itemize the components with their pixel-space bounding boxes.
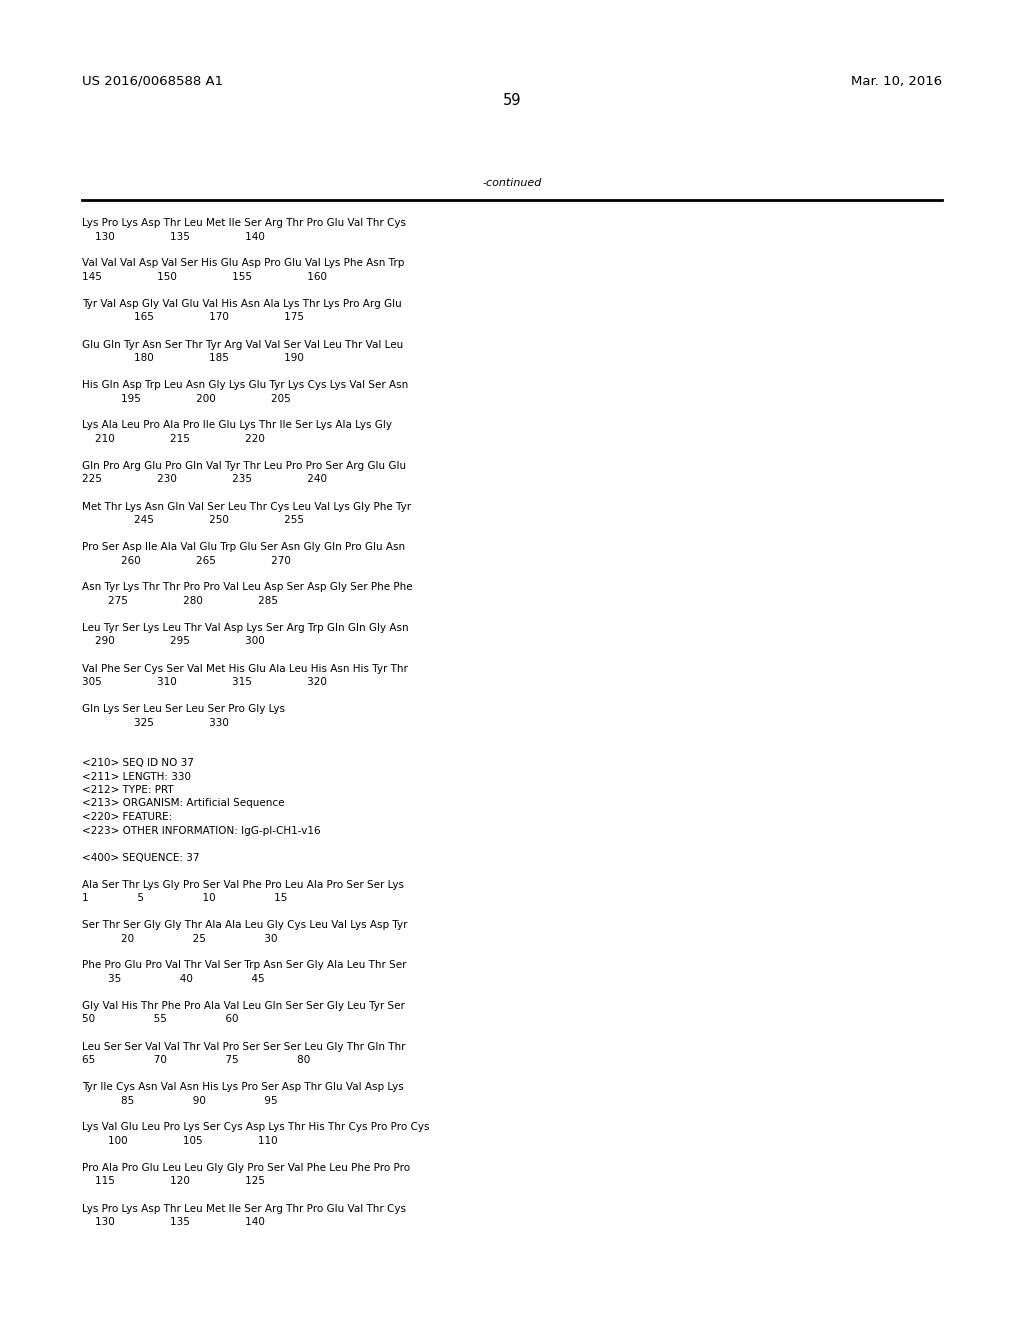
Text: Phe Pro Glu Pro Val Thr Val Ser Trp Asn Ser Gly Ala Leu Thr Ser: Phe Pro Glu Pro Val Thr Val Ser Trp Asn … (82, 961, 407, 970)
Text: 165                 170                 175: 165 170 175 (82, 313, 304, 322)
Text: 20                  25                  30: 20 25 30 (82, 933, 278, 944)
Text: <210> SEQ ID NO 37: <210> SEQ ID NO 37 (82, 758, 194, 768)
Text: 260                 265                 270: 260 265 270 (82, 556, 291, 565)
Text: Pro Ala Pro Glu Leu Leu Gly Gly Pro Ser Val Phe Leu Phe Pro Pro: Pro Ala Pro Glu Leu Leu Gly Gly Pro Ser … (82, 1163, 411, 1173)
Text: His Gln Asp Trp Leu Asn Gly Lys Glu Tyr Lys Cys Lys Val Ser Asn: His Gln Asp Trp Leu Asn Gly Lys Glu Tyr … (82, 380, 409, 389)
Text: 210                 215                 220: 210 215 220 (82, 434, 265, 444)
Text: Tyr Val Asp Gly Val Glu Val His Asn Ala Lys Thr Lys Pro Arg Glu: Tyr Val Asp Gly Val Glu Val His Asn Ala … (82, 300, 401, 309)
Text: 225                 230                 235                 240: 225 230 235 240 (82, 474, 327, 484)
Text: 115                 120                 125: 115 120 125 (82, 1176, 265, 1187)
Text: 50                  55                  60: 50 55 60 (82, 1015, 239, 1024)
Text: Asn Tyr Lys Thr Thr Pro Pro Val Leu Asp Ser Asp Gly Ser Phe Phe: Asn Tyr Lys Thr Thr Pro Pro Val Leu Asp … (82, 582, 413, 593)
Text: 305                 310                 315                 320: 305 310 315 320 (82, 677, 327, 686)
Text: <211> LENGTH: 330: <211> LENGTH: 330 (82, 771, 191, 781)
Text: Leu Tyr Ser Lys Leu Thr Val Asp Lys Ser Arg Trp Gln Gln Gly Asn: Leu Tyr Ser Lys Leu Thr Val Asp Lys Ser … (82, 623, 409, 634)
Text: 59: 59 (503, 92, 521, 108)
Text: Met Thr Lys Asn Gln Val Ser Leu Thr Cys Leu Val Lys Gly Phe Tyr: Met Thr Lys Asn Gln Val Ser Leu Thr Cys … (82, 502, 411, 511)
Text: 1               5                  10                  15: 1 5 10 15 (82, 894, 288, 903)
Text: Ala Ser Thr Lys Gly Pro Ser Val Phe Pro Leu Ala Pro Ser Ser Lys: Ala Ser Thr Lys Gly Pro Ser Val Phe Pro … (82, 879, 404, 890)
Text: US 2016/0068588 A1: US 2016/0068588 A1 (82, 75, 223, 88)
Text: <212> TYPE: PRT: <212> TYPE: PRT (82, 785, 174, 795)
Text: 245                 250                 255: 245 250 255 (82, 515, 304, 525)
Text: 290                 295                 300: 290 295 300 (82, 636, 265, 647)
Text: Pro Ser Asp Ile Ala Val Glu Trp Glu Ser Asn Gly Gln Pro Glu Asn: Pro Ser Asp Ile Ala Val Glu Trp Glu Ser … (82, 543, 406, 552)
Text: Gly Val His Thr Phe Pro Ala Val Leu Gln Ser Ser Gly Leu Tyr Ser: Gly Val His Thr Phe Pro Ala Val Leu Gln … (82, 1001, 404, 1011)
Text: Gln Pro Arg Glu Pro Gln Val Tyr Thr Leu Pro Pro Ser Arg Glu Glu: Gln Pro Arg Glu Pro Gln Val Tyr Thr Leu … (82, 461, 407, 471)
Text: 85                  90                  95: 85 90 95 (82, 1096, 278, 1106)
Text: Val Val Val Asp Val Ser His Glu Asp Pro Glu Val Lys Phe Asn Trp: Val Val Val Asp Val Ser His Glu Asp Pro … (82, 259, 404, 268)
Text: Lys Val Glu Leu Pro Lys Ser Cys Asp Lys Thr His Thr Cys Pro Pro Cys: Lys Val Glu Leu Pro Lys Ser Cys Asp Lys … (82, 1122, 429, 1133)
Text: Lys Pro Lys Asp Thr Leu Met Ile Ser Arg Thr Pro Glu Val Thr Cys: Lys Pro Lys Asp Thr Leu Met Ile Ser Arg … (82, 1204, 406, 1213)
Text: 130                 135                 140: 130 135 140 (82, 231, 265, 242)
Text: 180                 185                 190: 180 185 190 (82, 352, 304, 363)
Text: Lys Ala Leu Pro Ala Pro Ile Glu Lys Thr Ile Ser Lys Ala Lys Gly: Lys Ala Leu Pro Ala Pro Ile Glu Lys Thr … (82, 421, 392, 430)
Text: <400> SEQUENCE: 37: <400> SEQUENCE: 37 (82, 853, 200, 862)
Text: Gln Lys Ser Leu Ser Leu Ser Pro Gly Lys: Gln Lys Ser Leu Ser Leu Ser Pro Gly Lys (82, 704, 285, 714)
Text: <213> ORGANISM: Artificial Sequence: <213> ORGANISM: Artificial Sequence (82, 799, 285, 808)
Text: 325                 330: 325 330 (82, 718, 229, 727)
Text: 145                 150                 155                 160: 145 150 155 160 (82, 272, 327, 282)
Text: Glu Gln Tyr Asn Ser Thr Tyr Arg Val Val Ser Val Leu Thr Val Leu: Glu Gln Tyr Asn Ser Thr Tyr Arg Val Val … (82, 339, 403, 350)
Text: Ser Thr Ser Gly Gly Thr Ala Ala Leu Gly Cys Leu Val Lys Asp Tyr: Ser Thr Ser Gly Gly Thr Ala Ala Leu Gly … (82, 920, 408, 931)
Text: Mar. 10, 2016: Mar. 10, 2016 (851, 75, 942, 88)
Text: 195                 200                 205: 195 200 205 (82, 393, 291, 404)
Text: Lys Pro Lys Asp Thr Leu Met Ile Ser Arg Thr Pro Glu Val Thr Cys: Lys Pro Lys Asp Thr Leu Met Ile Ser Arg … (82, 218, 406, 228)
Text: 65                  70                  75                  80: 65 70 75 80 (82, 1055, 310, 1065)
Text: 130                 135                 140: 130 135 140 (82, 1217, 265, 1228)
Text: 275                 280                 285: 275 280 285 (82, 597, 278, 606)
Text: Leu Ser Ser Val Val Thr Val Pro Ser Ser Ser Leu Gly Thr Gln Thr: Leu Ser Ser Val Val Thr Val Pro Ser Ser … (82, 1041, 406, 1052)
Text: <220> FEATURE:: <220> FEATURE: (82, 812, 172, 822)
Text: -continued: -continued (482, 178, 542, 187)
Text: Val Phe Ser Cys Ser Val Met His Glu Ala Leu His Asn His Tyr Thr: Val Phe Ser Cys Ser Val Met His Glu Ala … (82, 664, 408, 673)
Text: Tyr Ile Cys Asn Val Asn His Lys Pro Ser Asp Thr Glu Val Asp Lys: Tyr Ile Cys Asn Val Asn His Lys Pro Ser … (82, 1082, 403, 1092)
Text: <223> OTHER INFORMATION: IgG-pI-CH1-v16: <223> OTHER INFORMATION: IgG-pI-CH1-v16 (82, 825, 321, 836)
Text: 100                 105                 110: 100 105 110 (82, 1137, 278, 1146)
Text: 35                  40                  45: 35 40 45 (82, 974, 264, 983)
